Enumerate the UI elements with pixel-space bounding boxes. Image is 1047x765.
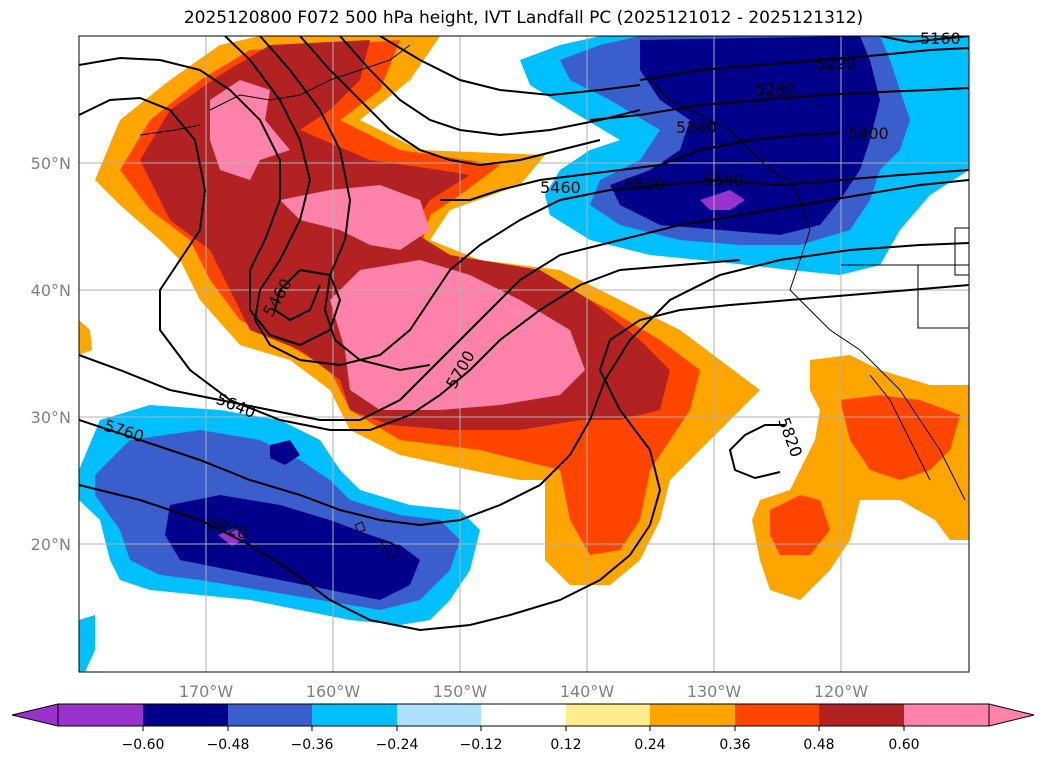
lat-label-50n: 50°N (31, 154, 71, 173)
pink-region-c (330, 260, 585, 410)
colorbar-tick-label: −0.36 (291, 737, 334, 753)
colorbar-tick-label: 0.24 (634, 737, 665, 753)
lon-label-140w: 140°W (560, 682, 615, 701)
map-title: 2025120800 F072 500 hPa height, IVT Land… (183, 8, 864, 28)
colorbar-extend-high (988, 703, 1035, 727)
colorbar-tick-label: 0.12 (550, 737, 581, 753)
colorbar-bin-0 (58, 704, 143, 726)
lon-label-160w: 160°W (306, 682, 361, 701)
colorbar-frame (57, 703, 990, 727)
colorbar-bin-4 (397, 704, 481, 726)
contour-label-5220: 5220 (815, 54, 856, 73)
map-frame (78, 35, 970, 673)
colorbar-bin-10 (904, 704, 989, 726)
navy-region-ne (610, 36, 880, 235)
darkorange-region-se (770, 495, 830, 555)
latitude-labels: 50°N 40°N 30°N 20°N (31, 154, 71, 554)
contour-label-5400: 5400 (848, 124, 889, 143)
coastlines (139, 44, 969, 559)
longitude-labels: 170°W 160°W 150°W 140°W 130°W 120°W (179, 682, 869, 701)
colorbar-tick-label: −0.48 (207, 737, 250, 753)
colorbar-tick-label: 0.60 (888, 737, 919, 753)
colorbar-tick-label: 0.36 (719, 737, 750, 753)
colorbar-bin-5 (481, 704, 566, 726)
colorbar: −0.60 −0.48 −0.36 −0.24 −0.12 0.12 0.24 … (11, 703, 1035, 753)
colorbar-tick-label: −0.24 (376, 737, 419, 753)
colorbar-bin-1 (143, 704, 228, 726)
contour-label-5460-east: 5460 (540, 178, 581, 197)
contour-label-5160: 5160 (920, 29, 961, 48)
lightblue-region-edge (79, 615, 95, 672)
colorbar-tick-label: −0.12 (460, 737, 503, 753)
purple-region-ne (700, 190, 745, 210)
colorbar-bin-8 (735, 704, 819, 726)
lat-label-40n: 40°N (31, 281, 71, 300)
contour-label-5280: 5280 (755, 80, 796, 99)
lon-label-130w: 130°W (687, 682, 742, 701)
colorbar-bin-9 (819, 704, 904, 726)
pink-region-a (210, 80, 290, 180)
contour-label-5340: 5340 (676, 118, 717, 137)
pink-region-b (280, 185, 430, 250)
graticule (79, 36, 969, 672)
colorbar-bin-7 (650, 704, 735, 726)
lon-label-120w: 120°W (814, 682, 869, 701)
orange-region-edge (79, 320, 92, 355)
ivt-shading (79, 36, 969, 672)
lon-label-170w: 170°W (179, 682, 234, 701)
colorbar-tick-label: 0.48 (803, 737, 834, 753)
navy-region-sw (165, 495, 420, 600)
lat-label-20n: 20°N (31, 535, 71, 554)
colorbar-bin-6 (566, 704, 650, 726)
contour-label-5520: 5520 (624, 175, 665, 194)
lat-label-30n: 30°N (31, 408, 71, 427)
contour-label-5580: 5580 (703, 171, 744, 190)
colorbar-tick-label: −0.60 (122, 737, 165, 753)
colorbar-extend-low (11, 703, 59, 727)
navy-region-sw-small (270, 440, 300, 465)
colorbar-ticks (142, 726, 905, 731)
darkorange-region-east (840, 395, 960, 480)
lon-label-150w: 150°W (433, 682, 488, 701)
height-contours (79, 36, 969, 632)
colorbar-bin-3 (312, 704, 397, 726)
colorbar-bin-2 (228, 704, 312, 726)
